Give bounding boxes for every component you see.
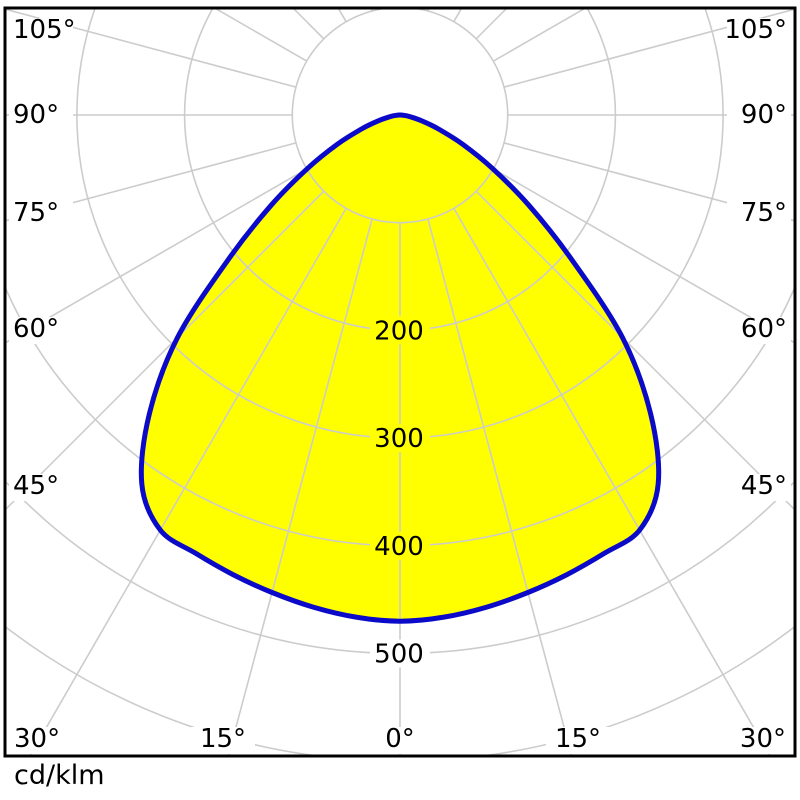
angle-tick-bg [727,18,791,45]
intensity-curve [138,112,662,624]
angle-grid-spoke [492,168,794,344]
angle-tick-bg [9,201,73,228]
angle-grid-spoke [6,168,308,344]
angle-grid-spoke [6,9,297,88]
angle-tick-bg [191,727,255,754]
angle-tick-label: 90° [13,100,59,130]
angle-grid-spoke [6,190,325,510]
angle-tick-label: 75° [13,198,59,228]
angle-tick-label: 30° [740,724,786,754]
angle-tick-label: 15° [555,724,601,754]
angle-tick-label: 45° [741,471,787,501]
angle-tick-bg [546,727,610,754]
angle-grid-spoke [453,207,771,755]
angle-tick-label: 60° [741,314,787,344]
angle-tick-label: 0° [385,724,415,754]
angle-grid-spoke [427,218,573,755]
angle-grid-spoke [475,190,794,510]
angle-tick-bg [9,103,73,130]
angle-tick-bg [727,317,791,344]
angle-tick-bg [726,727,790,754]
angle-grid-spoke [503,142,794,222]
angle-grid-spoke [227,218,373,755]
radial-tick-bg [370,531,430,560]
angle-tick-bg [9,474,73,501]
unit-label: cd/klm [14,760,105,791]
angle-tick-label: 15° [200,724,246,754]
angle-tick-bg [727,103,791,130]
angle-tick-bg [368,727,432,754]
angle-grid-spoke [29,207,347,755]
radial-tick-label: 500 [374,640,424,670]
angle-tick-bg [727,474,791,501]
angle-tick-label: 60° [13,314,59,344]
angle-tick-bg [9,18,73,45]
angle-tick-bg [9,317,73,344]
angle-grid-spoke [503,9,794,88]
angle-tick-label: 75° [741,198,787,228]
angle-grid-spoke [6,142,297,222]
angle-tick-label: 90° [741,100,787,130]
angle-tick-label: 30° [14,724,60,754]
angle-tick-label: 105° [13,15,76,45]
radial-tick-bg [370,424,430,453]
angle-tick-bg [10,727,74,754]
angle-tick-label: 45° [13,471,59,501]
radial-tick-bg [370,316,430,345]
chart-frame [3,6,797,758]
radial-tick-bg [370,639,430,668]
angle-tick-bg [727,201,791,228]
radial-tick-label: 400 [374,532,424,562]
angle-tick-label: 105° [724,15,787,45]
radial-tick-label: 300 [374,424,424,454]
radial-tick-label: 200 [374,316,424,346]
